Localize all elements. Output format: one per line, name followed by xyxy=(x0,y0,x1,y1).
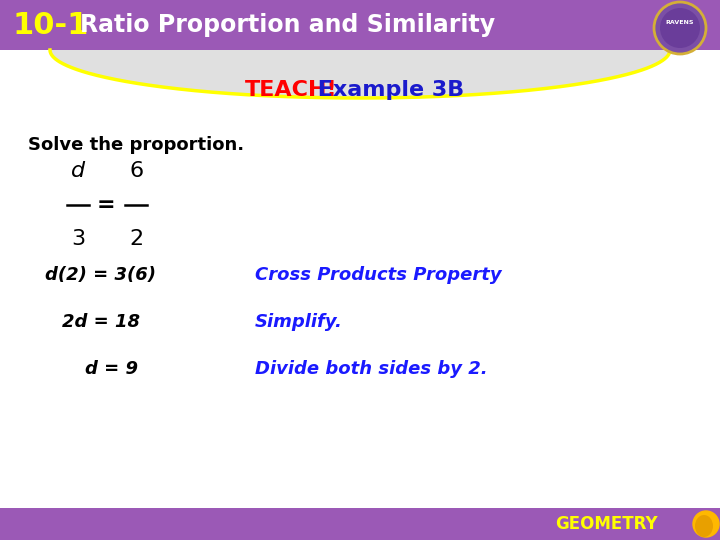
Bar xyxy=(0,0,720,50)
Text: 10-1: 10-1 xyxy=(12,10,89,39)
Text: Solve the proportion.: Solve the proportion. xyxy=(28,136,244,154)
Text: Ratio Proportion and Similarity: Ratio Proportion and Similarity xyxy=(80,13,495,37)
Polygon shape xyxy=(50,50,670,98)
Text: Example 3B: Example 3B xyxy=(310,80,464,100)
Text: d(2) = 3(6): d(2) = 3(6) xyxy=(45,266,156,284)
Text: GEOMETRY: GEOMETRY xyxy=(555,515,657,533)
Bar xyxy=(0,508,720,540)
Text: $d$: $d$ xyxy=(70,161,86,181)
Text: Simplify.: Simplify. xyxy=(255,313,343,331)
Text: TEACH!: TEACH! xyxy=(245,80,338,100)
Text: RAVENS: RAVENS xyxy=(666,21,694,25)
Circle shape xyxy=(654,2,706,54)
Ellipse shape xyxy=(695,515,713,537)
Circle shape xyxy=(693,511,719,537)
Circle shape xyxy=(660,8,700,48)
Text: Divide both sides by 2.: Divide both sides by 2. xyxy=(255,360,487,378)
Text: 2d = 18: 2d = 18 xyxy=(62,313,140,331)
Text: $3$: $3$ xyxy=(71,229,85,249)
Text: $2$: $2$ xyxy=(129,229,143,249)
Text: $6$: $6$ xyxy=(129,161,143,181)
Text: Cross Products Property: Cross Products Property xyxy=(255,266,502,284)
Text: d = 9: d = 9 xyxy=(85,360,138,378)
Text: =: = xyxy=(96,195,115,215)
